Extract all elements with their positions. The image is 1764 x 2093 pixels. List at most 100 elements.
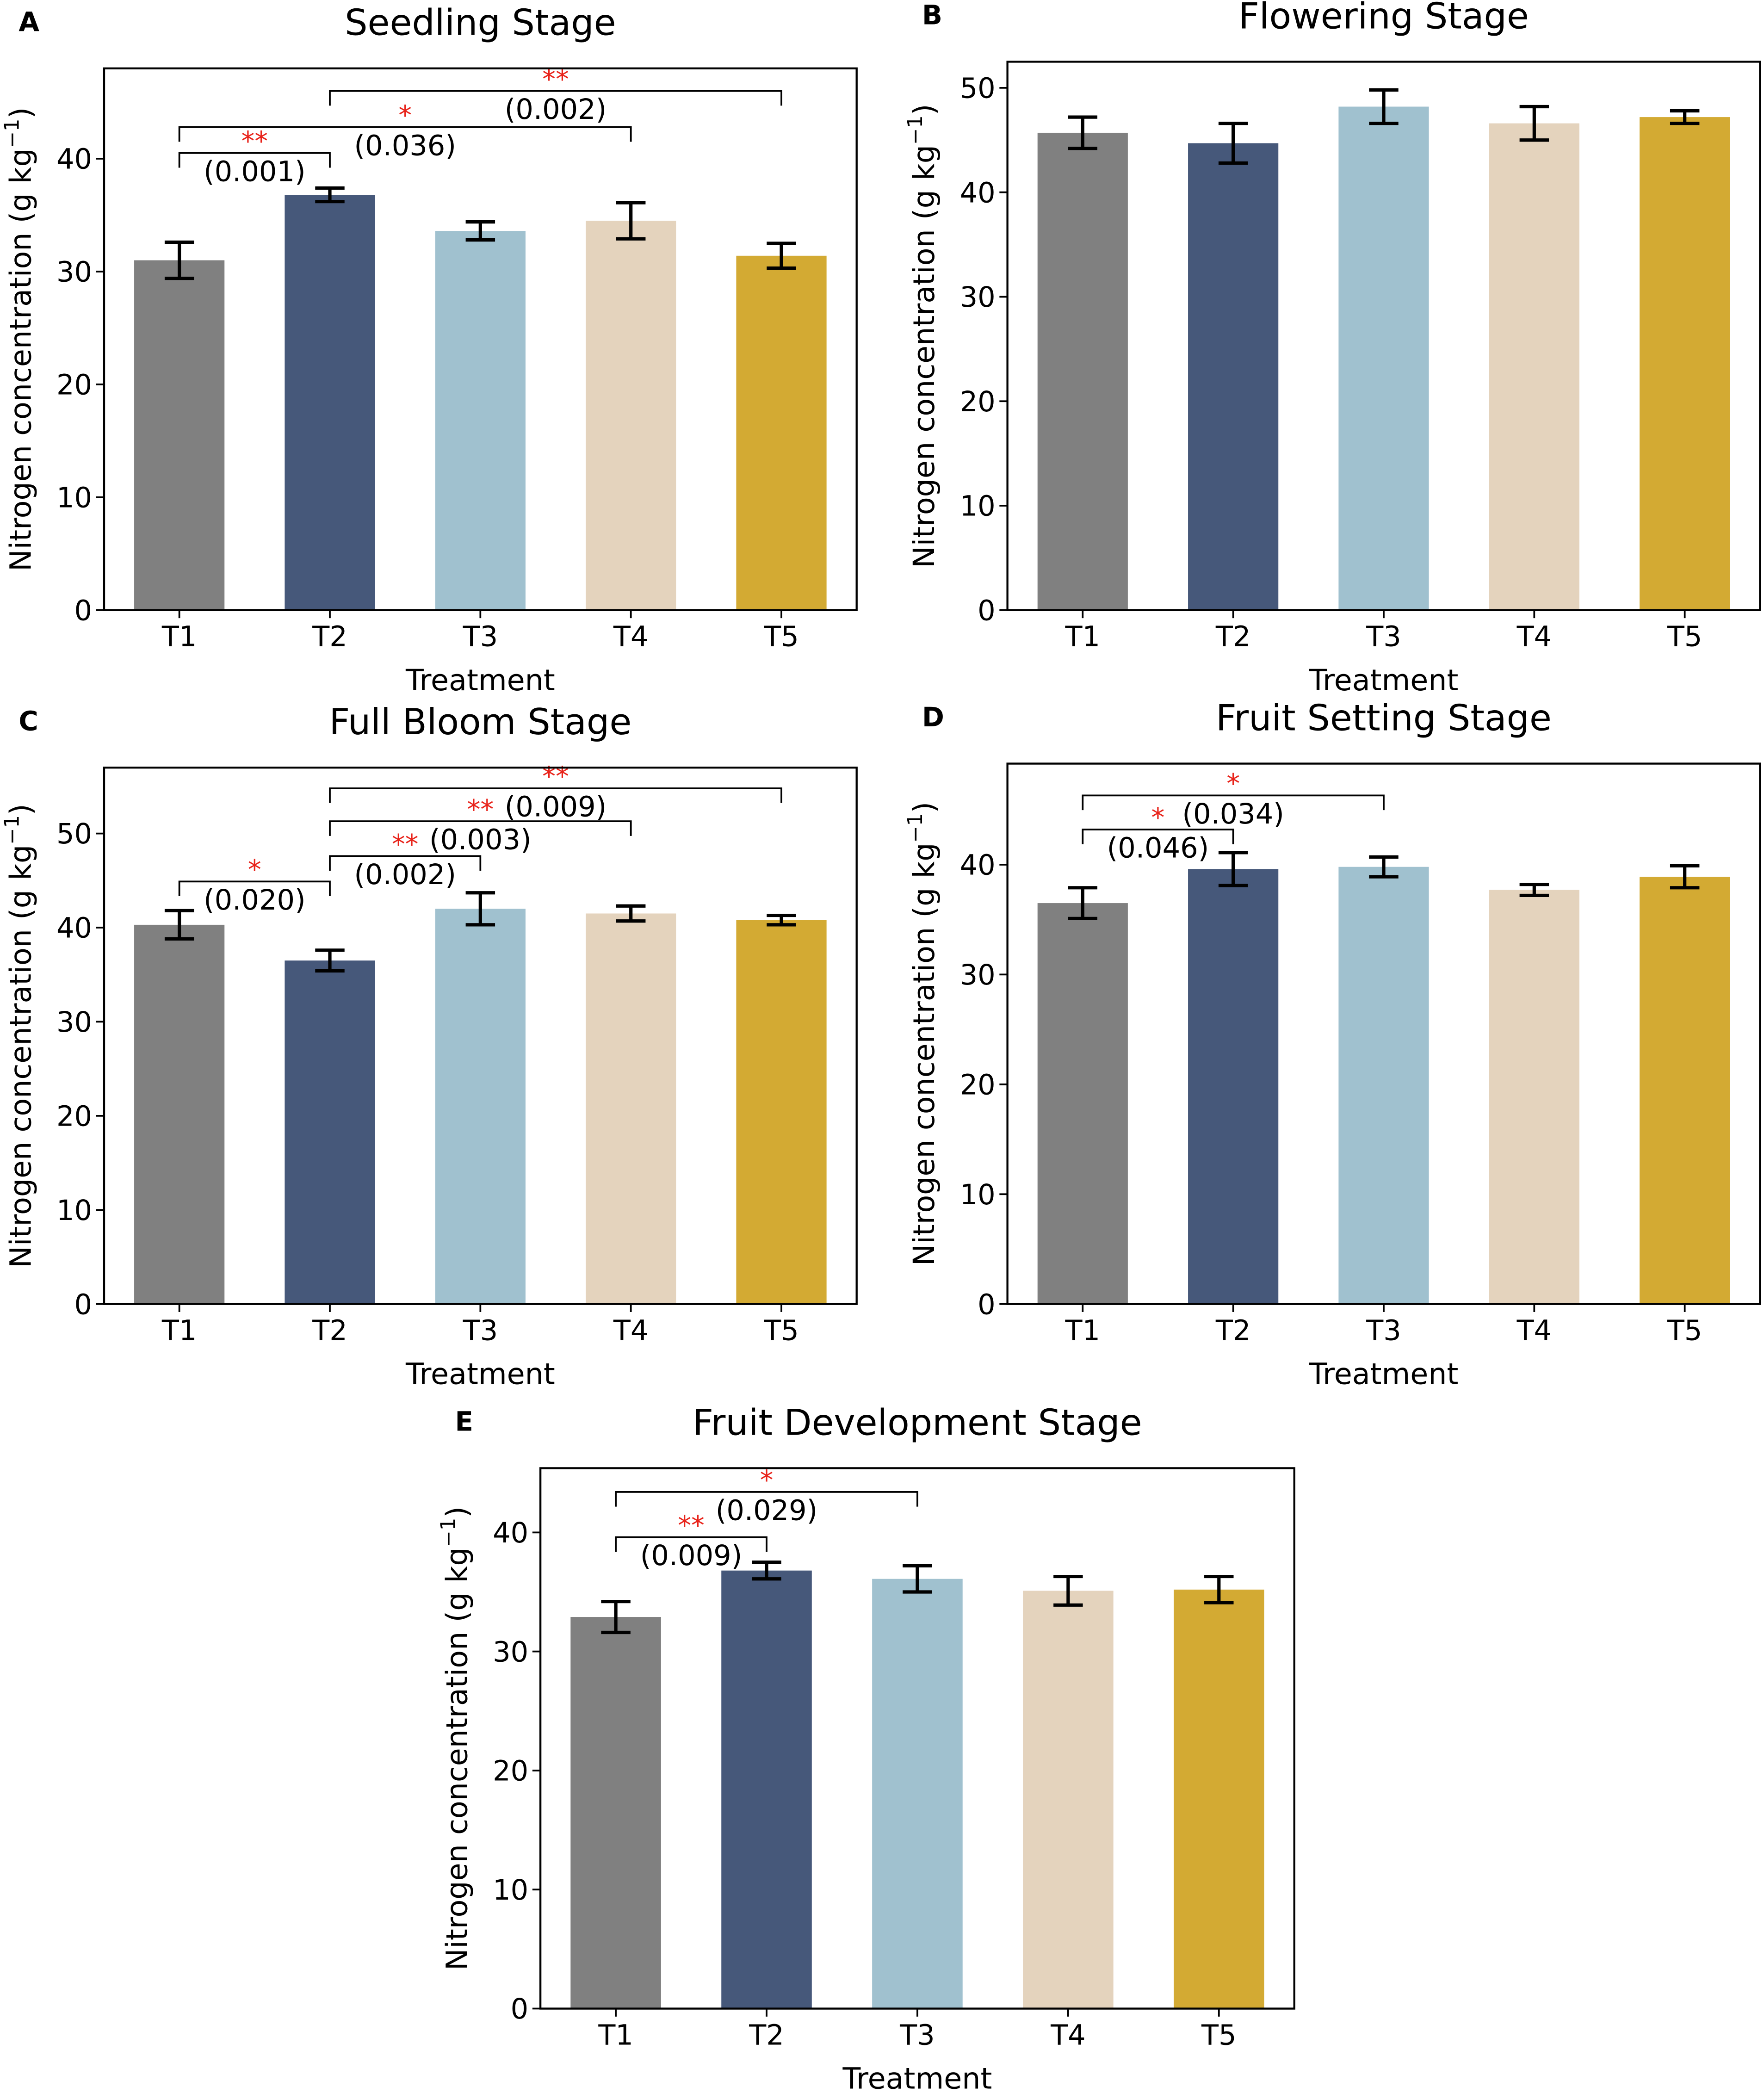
- significance-stars: **: [467, 793, 494, 825]
- x-tick-label: T4: [613, 621, 649, 653]
- y-tick-label: 10: [56, 1195, 92, 1227]
- x-tick-label: T3: [1366, 621, 1401, 653]
- bar-t4: [1023, 1591, 1114, 2009]
- x-axis-label: Treatment: [405, 1357, 555, 1391]
- y-axis-label: Nitrogen concentration (g kg−1): [0, 107, 37, 571]
- significance-stars: **: [392, 829, 419, 860]
- y-axis-label-main: Nitrogen concentration (g kg: [907, 145, 941, 568]
- y-axis-label: Nitrogen concentration (g kg−1): [904, 802, 941, 1266]
- significance-stars: **: [678, 1510, 705, 1541]
- y-tick-label: 20: [960, 386, 996, 418]
- y-axis-label-end: ): [439, 1506, 474, 1518]
- p-value-label: (0.009): [505, 791, 607, 824]
- y-tick-label: 20: [493, 1755, 528, 1788]
- y-tick-label: 50: [960, 72, 996, 105]
- x-tick-label: T3: [899, 2019, 935, 2051]
- bar-t2: [721, 1570, 812, 2009]
- bar-t5: [736, 920, 827, 1304]
- y-axis-label-superscript: −1: [437, 1518, 460, 1548]
- panel-e: E Fruit Development Stage **(0.009) *(0.029…: [437, 1402, 1295, 2093]
- significance-bracket: [329, 855, 482, 871]
- panel-letter: D: [922, 701, 944, 733]
- y-tick-label: 10: [493, 1874, 528, 1907]
- y-axis-label-superscript: −1: [0, 118, 24, 148]
- bar-t5: [1640, 117, 1730, 610]
- bar-t5: [1174, 1589, 1264, 2009]
- significance-bracket: [1082, 794, 1385, 811]
- bar-t4: [1489, 890, 1579, 1304]
- y-axis-label: Nitrogen concentration (g kg−1): [437, 1506, 474, 1970]
- y-axis-label-main: Nitrogen concentration (g kg: [3, 148, 37, 571]
- x-tick-label: T5: [1667, 621, 1702, 653]
- y-tick-label: 30: [960, 959, 996, 991]
- significance-bracket: [615, 1491, 918, 1507]
- chart-title: Fruit Development Stage: [693, 1402, 1142, 1443]
- p-value-label: (0.036): [354, 130, 456, 162]
- p-value-label: (0.029): [716, 1494, 818, 1527]
- chart-title: Fruit Setting Stage: [1216, 697, 1552, 739]
- y-axis-label: Nitrogen concentration (g kg−1): [0, 804, 37, 1268]
- x-tick-label: T5: [763, 1315, 799, 1347]
- y-tick-label: 0: [978, 1288, 996, 1321]
- y-tick-label: 40: [960, 177, 996, 209]
- p-value-label: (0.020): [204, 884, 306, 916]
- x-tick-label: T2: [1215, 1315, 1251, 1347]
- y-axis-label-main: Nitrogen concentration (g kg: [3, 845, 37, 1268]
- significance-stars: *: [398, 99, 412, 131]
- significance-stars: *: [248, 854, 261, 886]
- bar-t2: [285, 960, 375, 1304]
- y-axis-label-superscript: −1: [904, 115, 927, 145]
- panel-letter: E: [455, 1406, 473, 1437]
- significance-bracket: [178, 126, 632, 142]
- p-value-label: (0.001): [204, 155, 306, 188]
- significance-bracket: [178, 152, 331, 168]
- bar-t2: [1188, 869, 1279, 1304]
- y-tick-label: 50: [56, 818, 92, 850]
- x-tick-label: T3: [463, 621, 498, 653]
- bar-t5: [736, 255, 827, 610]
- bar-t1: [570, 1617, 661, 2009]
- y-tick-label: 20: [56, 369, 92, 402]
- x-tick-label: T1: [161, 1315, 197, 1347]
- panel-letter: C: [19, 705, 38, 737]
- x-tick-label: T1: [598, 2019, 633, 2051]
- bar-t4: [1489, 123, 1579, 610]
- y-axis-label: Nitrogen concentration (g kg−1): [904, 104, 941, 568]
- x-tick-label: T5: [1201, 2019, 1237, 2051]
- x-tick-label: T4: [1050, 2019, 1086, 2051]
- bar-t2: [1188, 143, 1279, 610]
- x-tick-label: T4: [1516, 1315, 1552, 1347]
- y-axis-label-superscript: −1: [0, 815, 24, 845]
- x-axis-label: Treatment: [1309, 663, 1459, 697]
- x-tick-label: T4: [613, 1315, 649, 1347]
- y-tick-label: 10: [960, 490, 996, 523]
- significance-stars: *: [1226, 768, 1240, 799]
- y-tick-label: 40: [960, 849, 996, 882]
- y-tick-label: 0: [511, 1993, 529, 2025]
- significance-bracket: [329, 787, 782, 803]
- y-tick-label: 0: [74, 594, 92, 627]
- p-value-label: (0.046): [1107, 832, 1209, 865]
- y-axis-label-end: ): [3, 107, 37, 119]
- panel-a: A Seedling Stage**(0.001)*(0.036)**(0.002…: [0, 2, 858, 697]
- y-tick-label: 30: [56, 1006, 92, 1039]
- significance-bracket: [329, 820, 632, 836]
- x-tick-label: T2: [312, 1315, 347, 1347]
- y-tick-label: 10: [56, 482, 92, 514]
- bar-t5: [1640, 877, 1730, 1304]
- p-value-label: (0.002): [354, 859, 456, 891]
- y-tick-label: 0: [978, 594, 996, 627]
- y-tick-label: 40: [56, 912, 92, 945]
- bar-t3: [435, 231, 526, 610]
- y-tick-label: 20: [56, 1100, 92, 1133]
- bar-t4: [586, 221, 676, 610]
- y-axis-label-main: Nitrogen concentration (g kg: [907, 842, 941, 1266]
- y-tick-label: 40: [56, 143, 92, 176]
- y-axis-label-end: ): [3, 804, 37, 815]
- significance-stars: *: [1151, 802, 1165, 833]
- bar-t4: [586, 913, 676, 1304]
- y-tick-label: 30: [960, 281, 996, 314]
- bar-t1: [1037, 903, 1128, 1304]
- x-axis-label: Treatment: [405, 663, 555, 697]
